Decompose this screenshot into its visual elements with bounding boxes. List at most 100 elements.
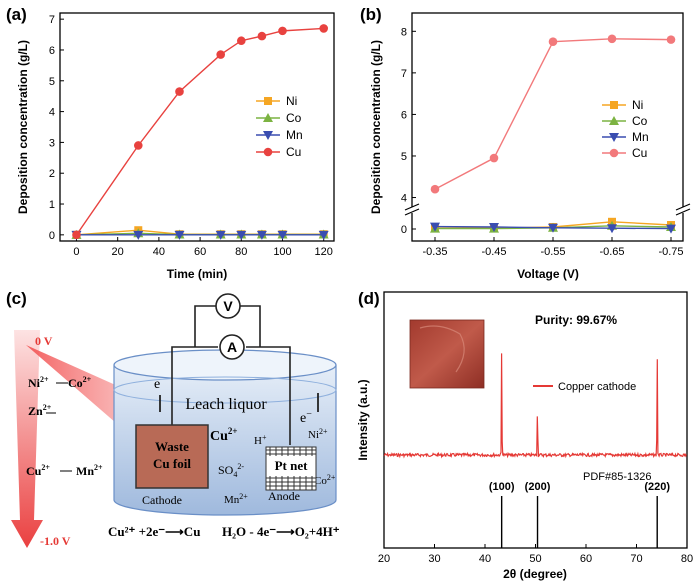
cu-ion-label: Cu	[26, 464, 42, 478]
a-point-mn	[133, 230, 144, 240]
a-ytick-label: 4	[49, 107, 55, 119]
b-point-mn	[666, 224, 676, 234]
a-point-cu	[257, 31, 267, 41]
b-ytick-label: 0	[401, 224, 407, 236]
panel-d-ticks: 20 30 40 50 60 70 80	[378, 544, 693, 565]
panel-d-xlabel: 2θ (degree)	[503, 567, 567, 581]
a-point-mn	[174, 230, 185, 240]
h-plus-label: H+	[254, 433, 267, 447]
co-ion-label: Co	[68, 376, 83, 390]
d-xrd-pattern	[383, 353, 687, 459]
a-legend-marker	[263, 147, 273, 157]
a-ytick-label: 1	[49, 199, 55, 211]
cathode-label: Cathode	[142, 493, 182, 507]
a-legend-cu: Cu	[286, 145, 301, 159]
ammeter-label: A	[227, 339, 237, 355]
leach-liquor-label: Leach liquor	[185, 396, 267, 413]
zn-ion-label: Zn	[28, 404, 43, 418]
a-legend-marker	[263, 131, 273, 140]
panel-b-ticks: -0.35 -0.45 -0.55 -0.65 -0.75 0 4 5 6 7 8	[401, 26, 684, 258]
b-legend-marker	[609, 116, 619, 125]
electron-label-right: e−	[300, 409, 312, 426]
a-point-cu	[216, 50, 225, 59]
zn-sup: 2+	[43, 403, 52, 412]
a-point-mn	[236, 230, 247, 240]
panel-b-series	[430, 34, 676, 234]
anode-equation: H₂O - 4e⁻⟶O₂+4H⁺	[222, 524, 340, 539]
panel-b-axis-break	[404, 203, 691, 216]
b-point-mn	[430, 222, 440, 232]
co-ion-in-solution: Co2+	[314, 473, 336, 487]
b-point-cu	[548, 37, 558, 46]
panel-b-ylabel: Deposition concentration (g/L)	[369, 40, 383, 214]
svg-text:Co2+: Co2+	[68, 375, 92, 390]
svg-text:Cu2+: Cu2+	[26, 463, 50, 478]
a-legend-ni: Ni	[286, 94, 297, 108]
mn-sup: 2+	[94, 463, 103, 472]
d-xtick-label: 80	[681, 553, 693, 565]
a-point-mn	[277, 230, 288, 240]
panel-d-plot: (100) (200) (220)	[383, 353, 687, 548]
ni-ion-in-solution: Ni2+	[308, 427, 328, 441]
d-peak-label: (200)	[525, 481, 551, 493]
electron-label-left: e	[154, 377, 160, 392]
a-xtick-label: 120	[315, 246, 333, 258]
a-ytick-label: 3	[49, 137, 55, 149]
panel-b-xlabel: Voltage (V)	[517, 267, 579, 281]
pt-net: Pt net	[265, 446, 317, 491]
waste-cu-foil	[135, 424, 209, 489]
a-point-cu	[319, 24, 328, 33]
panel-a-xlabel: Time (min)	[167, 267, 227, 281]
anode-label: Anode	[268, 489, 300, 503]
svg-text:Zn2+: Zn2+	[28, 403, 52, 418]
d-xtick-label: 50	[529, 553, 541, 565]
panel-d-ylabel: Intensity (a.u.)	[356, 379, 370, 460]
b-legend-mn: Mn	[632, 130, 649, 144]
mn-ion-in-solution: Mn2+	[224, 492, 248, 506]
b-ytick-label: 6	[401, 109, 407, 121]
a-point-mn	[256, 230, 267, 240]
panel-a-ylabel: Deposition concentration (g/L)	[16, 40, 30, 214]
sulfate-label: SO42-	[218, 462, 244, 479]
b-point-mn	[548, 223, 558, 233]
copper-cathode-photo	[409, 319, 485, 389]
a-point-cu	[72, 230, 81, 240]
co-sup: 2+	[83, 375, 92, 384]
b-ytick-label: 8	[401, 26, 407, 38]
b-legend-co: Co	[632, 114, 648, 128]
panel-b: (b) -0.35 -0.45 -0.55 -0.65 -0.75 0 4 5 6 7 8 Volt…	[360, 5, 691, 281]
ni-ion-label: Ni	[28, 376, 41, 390]
d-xtick-label: 40	[479, 553, 491, 565]
b-legend-cu: Cu	[632, 146, 647, 160]
cu-ion-in-solution: Cu2+	[210, 426, 238, 444]
a-point-mn	[215, 230, 226, 240]
pt-net-label: Pt net	[275, 458, 309, 473]
a-xtick-label: 20	[112, 246, 124, 258]
b-xtick-label: -0.45	[481, 246, 506, 258]
a-point-cu	[236, 36, 246, 46]
panel-d: (d) 20 30 40 50 60 70 80 (100) (200) (220) Purit…	[356, 289, 693, 581]
d-xtick-label: 20	[378, 553, 390, 565]
a-ytick-label: 6	[49, 45, 55, 57]
purity-annotation: Purity: 99.67%	[535, 313, 617, 327]
ni-sup: 2+	[40, 375, 49, 384]
waste-label-1: Waste	[155, 439, 189, 454]
cathode-equation: Cu²⁺ +2e⁻⟶Cu	[108, 524, 200, 539]
scale-bottom-label: -1.0 V	[40, 534, 71, 548]
a-legend-marker	[264, 97, 272, 105]
ion-potentials: Ni2+ Co2+ Zn2+ Cu2+ Mn2+	[26, 375, 103, 478]
a-legend-marker	[263, 113, 273, 122]
b-ytick-label: 7	[401, 68, 407, 80]
liquid-surface	[113, 376, 337, 404]
b-xtick-label: -0.65	[599, 246, 624, 258]
panel-a-legend: Ni Co Mn Cu	[256, 94, 303, 159]
b-point-cu	[430, 184, 440, 194]
a-xtick-label: 80	[235, 246, 247, 258]
b-ytick-label: 4	[401, 193, 407, 205]
potential-scale-arrow	[11, 330, 43, 548]
a-ytick-label: 0	[49, 230, 55, 242]
b-xtick-label: -0.75	[658, 246, 683, 258]
a-xtick-label: 100	[273, 246, 291, 258]
panel-c: (c) 0 V -1.0 V Ni2+ Co2+ Zn2+ Cu2+	[6, 289, 340, 548]
